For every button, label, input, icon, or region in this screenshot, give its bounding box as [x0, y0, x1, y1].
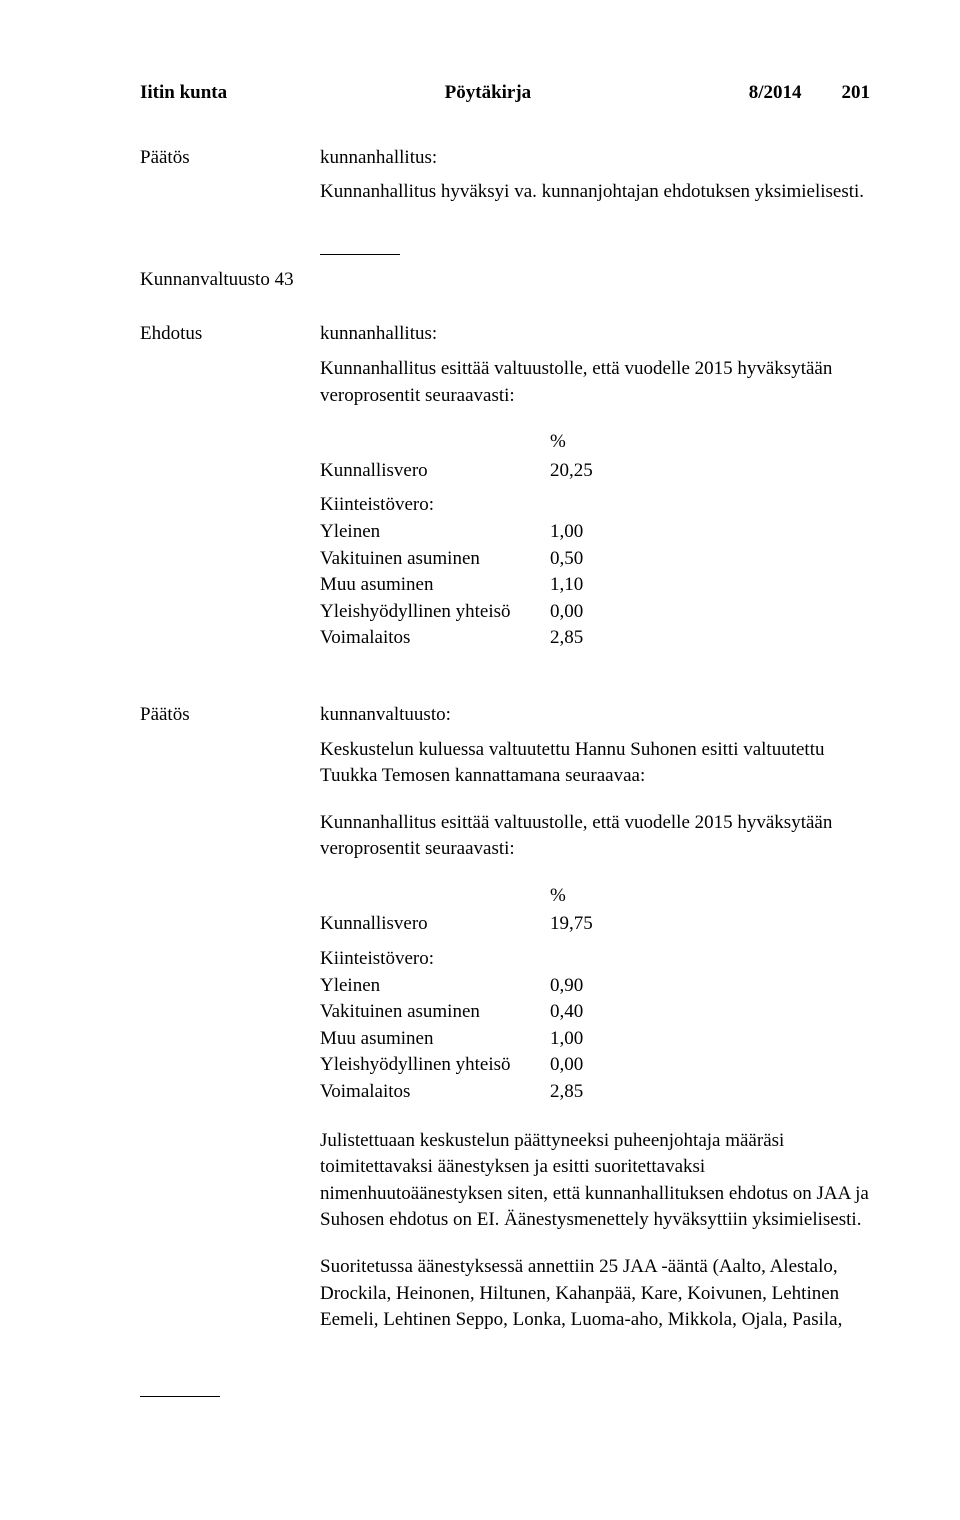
paatos2-label: Päätös — [140, 702, 320, 1354]
row-value: 0,00 — [550, 1052, 620, 1079]
table-row: Muu asuminen 1,10 — [320, 572, 870, 599]
table-row: Vakituinen asuminen 0,40 — [320, 999, 870, 1026]
row-value: 0,90 — [550, 973, 620, 1000]
paatos2-p3: Julistettuaan keskustelun päättyneeksi p… — [320, 1128, 870, 1234]
row-value: 1,00 — [550, 1026, 620, 1053]
divider-icon — [320, 254, 400, 255]
table-row: Yleinen 1,00 — [320, 519, 870, 546]
row-label: Yleinen — [320, 973, 550, 1000]
table-row: Yleishyödyllinen yhteisö 0,00 — [320, 1052, 870, 1079]
row-label: Yleinen — [320, 519, 550, 546]
header-organization: Iitin kunta — [140, 80, 227, 107]
percent-symbol: % — [550, 883, 620, 910]
table-row: Voimalaitos 2,85 — [320, 1079, 870, 1106]
ehdotus-text: Kunnanhallitus esittää valtuustolle, ett… — [320, 356, 870, 409]
paatos2-p4: Suoritetussa äänestyksessä annettiin 25 … — [320, 1254, 870, 1334]
tax-table-2: % Kunnallisvero 19,75 Kiinteistövero: Yl… — [320, 883, 870, 1106]
paatos-label: Päätös — [140, 145, 320, 226]
paatos2-p2: Kunnanhallitus esittää valtuustolle, ett… — [320, 810, 870, 863]
section-paatos-2: Päätös kunnanvaltuusto: Keskustelun kulu… — [140, 702, 870, 1354]
row-label: Yleishyödyllinen yhteisö — [320, 1052, 550, 1079]
paatos-text: Kunnanhallitus hyväksyi va. kunnanjohtaj… — [320, 179, 870, 206]
table-row: Kiinteistövero: — [320, 946, 870, 973]
kv-heading: Kunnanvaltuusto 43 — [140, 267, 870, 294]
table-row: Kunnallisvero 19,75 — [320, 911, 870, 938]
table-row: Muu asuminen 1,00 — [320, 1026, 870, 1053]
kiinteisto-label: Kiinteistövero: — [320, 492, 550, 519]
row-value: 0,40 — [550, 999, 620, 1026]
paatos2-p1: Keskustelun kuluessa valtuutettu Hannu S… — [320, 737, 870, 790]
kunnallisvero-value: 20,25 — [550, 458, 620, 485]
table-row: Kiinteistövero: — [320, 492, 870, 519]
section-paatos-1: Päätös kunnanhallitus: Kunnanhallitus hy… — [140, 145, 870, 226]
row-value: 2,85 — [550, 625, 620, 652]
paatos-who: kunnanhallitus: — [320, 145, 870, 172]
row-label: Muu asuminen — [320, 1026, 550, 1053]
table-row: Yleinen 0,90 — [320, 973, 870, 1000]
bottom-divider-icon — [140, 1396, 220, 1397]
row-label: Yleishyödyllinen yhteisö — [320, 599, 550, 626]
row-label: Vakituinen asuminen — [320, 546, 550, 573]
row-value: 1,10 — [550, 572, 620, 599]
page-header: Iitin kunta Pöytäkirja 8/2014 201 — [140, 80, 870, 107]
row-label: Vakituinen asuminen — [320, 999, 550, 1026]
row-value: 0,50 — [550, 546, 620, 573]
header-doc-type: Pöytäkirja — [445, 80, 532, 107]
percent-symbol: % — [550, 429, 620, 456]
table-row: Yleishyödyllinen yhteisö 0,00 — [320, 599, 870, 626]
kunnallisvero-label: Kunnallisvero — [320, 911, 550, 938]
row-label: Voimalaitos — [320, 625, 550, 652]
kiinteisto-label: Kiinteistövero: — [320, 946, 550, 973]
ehdotus-who: kunnanhallitus: — [320, 321, 870, 348]
ehdotus-label: Ehdotus — [140, 321, 320, 674]
tax-table-1: % Kunnallisvero 20,25 Kiinteistövero: Yl… — [320, 429, 870, 652]
header-page: 201 — [841, 80, 870, 107]
row-value: 0,00 — [550, 599, 620, 626]
paatos2-who: kunnanvaltuusto: — [320, 702, 870, 729]
kunnallisvero-label: Kunnallisvero — [320, 458, 550, 485]
row-label: Muu asuminen — [320, 572, 550, 599]
row-value: 1,00 — [550, 519, 620, 546]
table-row: Voimalaitos 2,85 — [320, 625, 870, 652]
kunnallisvero-value: 19,75 — [550, 911, 620, 938]
section-ehdotus: Ehdotus kunnanhallitus: Kunnanhallitus e… — [140, 321, 870, 674]
table-row: Kunnallisvero 20,25 — [320, 458, 870, 485]
table-row: Vakituinen asuminen 0,50 — [320, 546, 870, 573]
row-value: 2,85 — [550, 1079, 620, 1106]
row-label: Voimalaitos — [320, 1079, 550, 1106]
header-doc-number: 8/2014 — [749, 80, 802, 107]
